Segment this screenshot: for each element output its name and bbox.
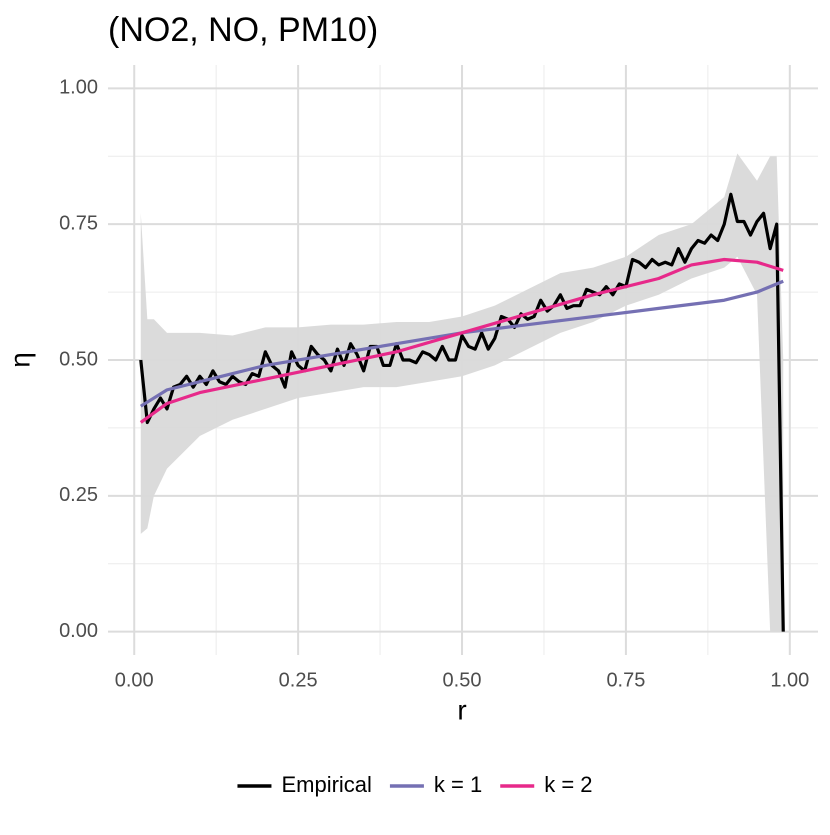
legend-label: Empirical xyxy=(281,772,371,797)
x-tick-label: 1.00 xyxy=(770,669,809,691)
y-tick-label: 0.00 xyxy=(59,620,98,642)
series-line xyxy=(139,192,785,632)
y-tick-label: 0.50 xyxy=(59,348,98,370)
x-tick-label: 0.75 xyxy=(606,669,645,691)
y-axis-label: η xyxy=(4,352,35,368)
confidence-band xyxy=(140,153,784,632)
chart-title: (NO2, NO, PM10) xyxy=(108,11,378,49)
legend-label: k = 1 xyxy=(434,772,482,797)
y-tick-label: 0.75 xyxy=(59,212,98,234)
y-tick-label: 0.25 xyxy=(59,484,98,506)
x-tick-label: 0.00 xyxy=(115,669,154,691)
x-axis-label: r xyxy=(457,694,466,725)
legend-label: k = 2 xyxy=(544,772,592,797)
x-tick-label: 0.50 xyxy=(443,669,482,691)
y-tick-label: 1.00 xyxy=(59,77,98,99)
series-line xyxy=(139,257,784,424)
x-tick-label: 0.25 xyxy=(279,669,318,691)
